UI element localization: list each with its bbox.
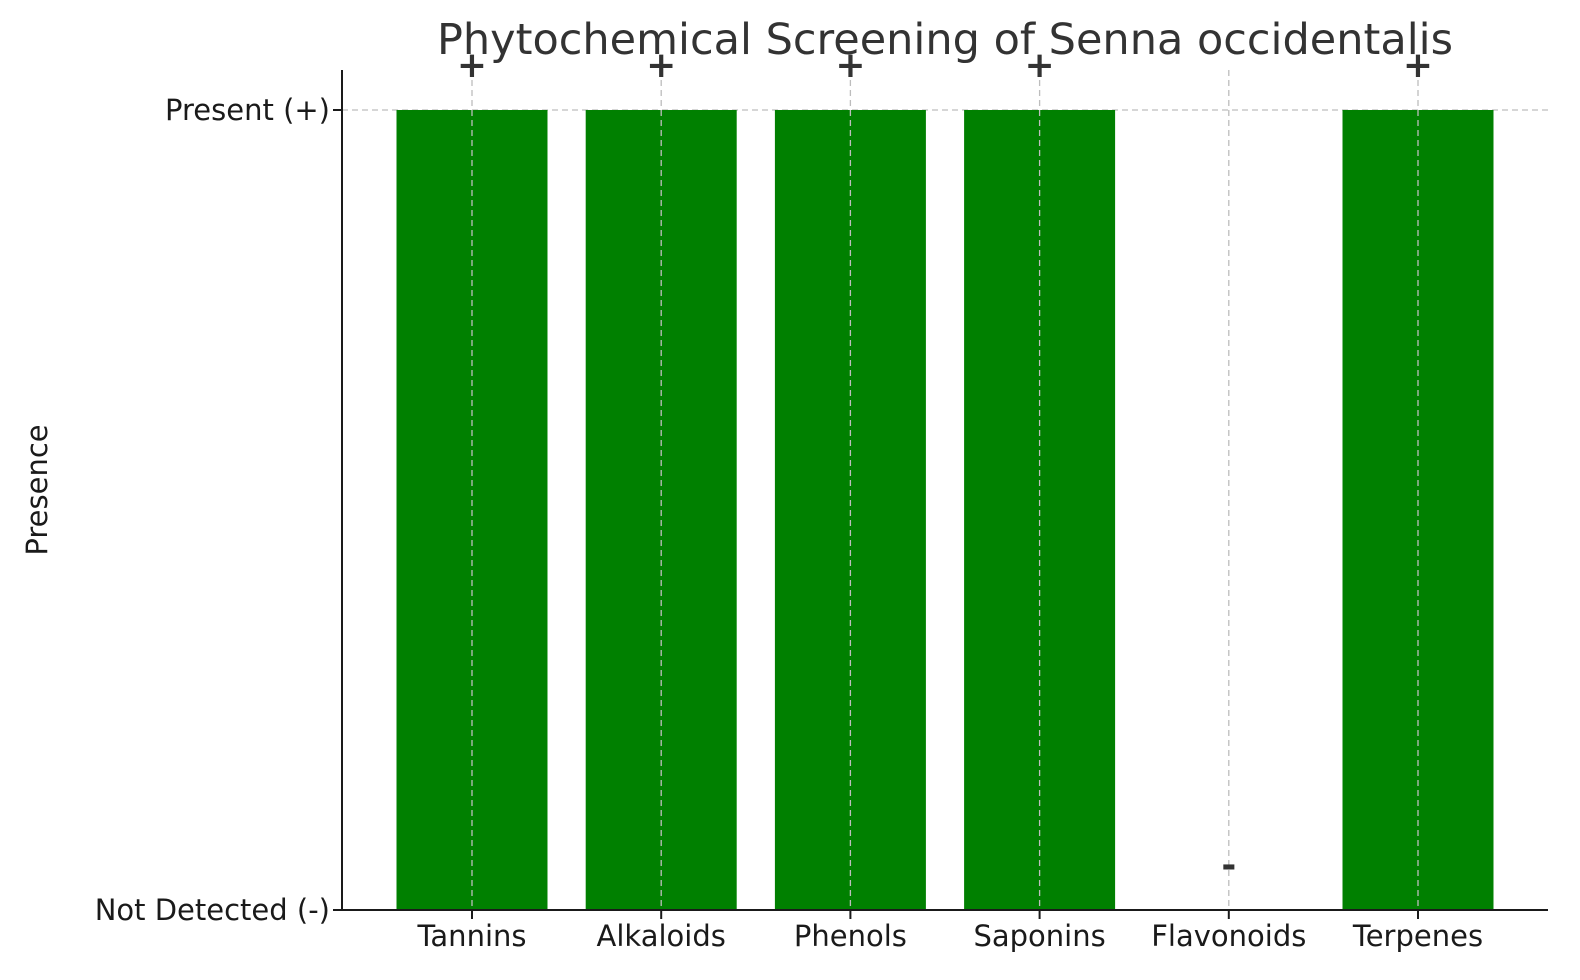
bars-layer xyxy=(396,110,1494,910)
data-label-alkaloids: + xyxy=(646,45,676,86)
data-label-flavonoids: - xyxy=(1221,845,1236,886)
x-tick-label-alkaloids: Alkaloids xyxy=(597,919,726,953)
x-tick-label-terpenes: Terpenes xyxy=(1352,919,1483,953)
data-label-saponins: + xyxy=(1025,45,1055,86)
y-axis-label: Presence xyxy=(20,424,54,555)
y-tick-label: Not Detected (-) xyxy=(95,893,330,927)
axes-layer xyxy=(341,70,1548,911)
data-label-tannins: + xyxy=(457,45,487,86)
ticks-layer: Not Detected (-) Present (+) Tannins Alkalo… xyxy=(95,93,1483,953)
labels-layer: + + + + - + xyxy=(457,45,1433,910)
x-tick-label-saponins: Saponins xyxy=(973,919,1105,953)
x-tick-label-tannins: Tannins xyxy=(417,919,527,953)
x-tick-label-flavonoids: Flavonoids xyxy=(1151,919,1306,953)
data-label-terpenes: + xyxy=(1403,45,1433,86)
y-tick-label: Present (+) xyxy=(165,93,330,127)
data-label-phenols: + xyxy=(835,45,865,86)
chart-title: Phytochemical Screening of Senna occiden… xyxy=(437,15,1453,65)
x-tick-label-phenols: Phenols xyxy=(794,919,907,953)
